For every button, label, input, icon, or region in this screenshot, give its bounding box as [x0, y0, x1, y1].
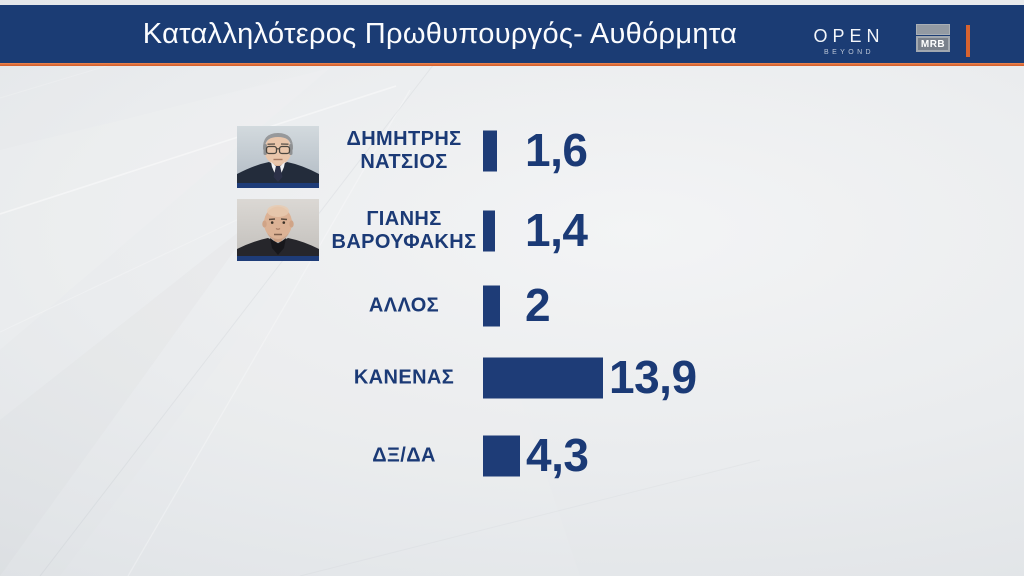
- chart-row: ΔΗΜΗΤΡΗΣ ΝΑΤΣΙΟΣ 1,6: [0, 120, 1024, 188]
- open-logo-subtext: BEYOND: [824, 49, 874, 56]
- candidate-photo-natsios: [237, 126, 319, 188]
- chart-row: ΑΛΛΟΣ 2: [0, 275, 1024, 337]
- mrb-logo-text: MRB: [916, 36, 950, 52]
- value-label: 4,3: [526, 428, 589, 481]
- candidate-photo-natsios: [237, 126, 319, 188]
- value-label: 2: [525, 278, 551, 331]
- category-label-line: ΒΑΡΟΥΦΑΚΗΣ: [331, 231, 477, 253]
- bar: [483, 435, 520, 477]
- bar: [483, 210, 495, 252]
- chart-row: ΔΞ/ΔΑ 4,3: [0, 425, 1024, 487]
- value-label: 1,4: [525, 203, 588, 256]
- category-label-line: ΔΗΜΗΤΡΗΣ: [346, 128, 462, 150]
- candidate-photo-varoufakis: [237, 199, 319, 261]
- category-label: ΔΗΜΗΤΡΗΣ ΝΑΤΣΙΟΣ: [318, 128, 490, 174]
- category-label-line: ΑΛΛΟΣ: [368, 294, 440, 317]
- header-accent-vbar: [966, 25, 970, 57]
- value-label: 1,6: [525, 123, 588, 176]
- header-bar: [0, 5, 1024, 63]
- bar: [483, 130, 497, 172]
- category-label-line: ΓΙΑΝΗΣ: [366, 208, 442, 230]
- page-title: Καταλληλότερος Πρωθυπουργός- Αυθόρμητα: [142, 17, 738, 50]
- category-label: ΔΞ/ΔΑ: [318, 445, 490, 468]
- category-label-line: ΔΞ/ΔΑ: [372, 444, 436, 467]
- category-label-line: ΝΑΤΣΙΟΣ: [360, 151, 448, 173]
- value-label: 13,9: [609, 350, 697, 403]
- category-label-line: ΚΑΝΕΝΑΣ: [353, 366, 455, 389]
- chart-row: ΓΙΑΝΗΣ ΒΑΡΟΥΦΑΚΗΣ 1,4: [0, 199, 1024, 262]
- category-label: ΑΛΛΟΣ: [318, 295, 490, 318]
- mrb-logo: MRB: [916, 24, 950, 52]
- category-label: ΓΙΑΝΗΣ ΒΑΡΟΥΦΑΚΗΣ: [318, 208, 490, 254]
- bar: [483, 285, 500, 327]
- bar: [483, 357, 603, 399]
- open-logo-text: OPEN: [813, 25, 885, 47]
- candidate-photo-varoufakis: [237, 199, 319, 261]
- category-label: ΚΑΝΕΝΑΣ: [318, 367, 490, 390]
- open-channel-logo: OPEN BEYOND: [806, 27, 892, 56]
- header-accent-line: [0, 63, 1024, 66]
- chart-row: ΚΑΝΕΝΑΣ 13,9: [0, 347, 1024, 409]
- mrb-logo-bar: [916, 24, 950, 35]
